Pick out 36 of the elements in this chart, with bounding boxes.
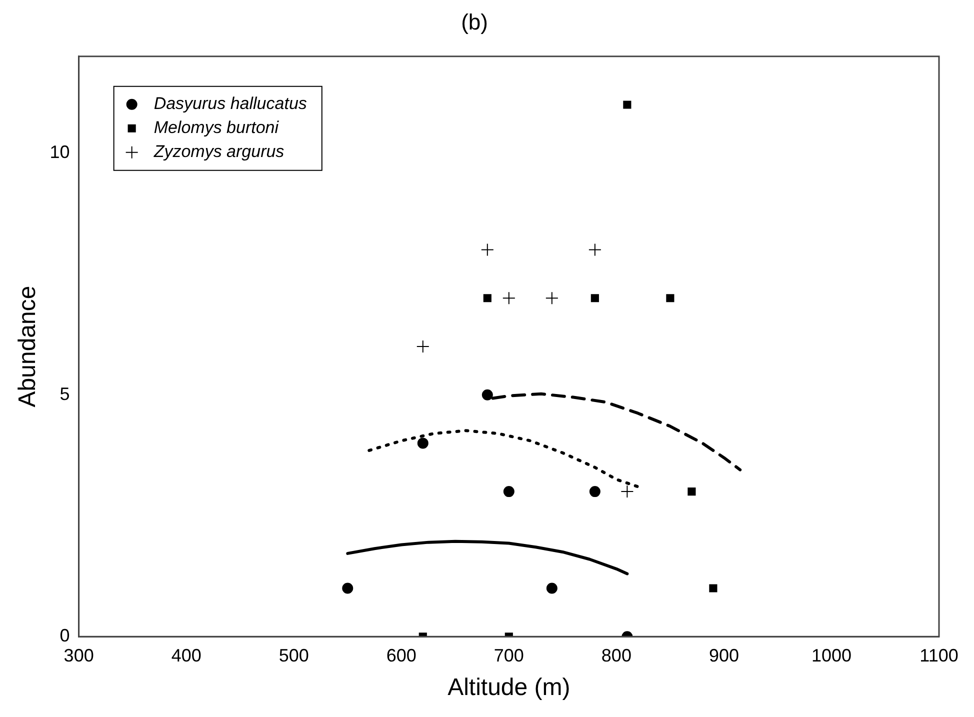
- legend-label: Melomys burtoni: [154, 118, 280, 138]
- y-tick-label: 0: [60, 626, 70, 646]
- point: [503, 486, 514, 498]
- point: [588, 243, 602, 256]
- point: [545, 292, 558, 305]
- x-tick-label: 500: [278, 645, 309, 666]
- x-tick-label: 400: [171, 645, 202, 666]
- point: [482, 389, 493, 400]
- point: [620, 485, 634, 498]
- legend-label: Zyzomys argurus: [152, 142, 285, 162]
- chart-title: (b): [461, 9, 488, 34]
- point: [623, 100, 632, 109]
- x-tick-label: 1000: [811, 645, 852, 666]
- y-axis-title: Abundance: [14, 286, 42, 408]
- point: [666, 294, 674, 302]
- point: [546, 582, 558, 594]
- x-tick-label: 300: [64, 645, 94, 666]
- legend-label: Dasyurus hallucatus: [154, 94, 308, 114]
- x-tick-label: 1100: [920, 645, 958, 666]
- point: [342, 582, 354, 594]
- point: [502, 292, 516, 305]
- point: [417, 438, 428, 449]
- point: [483, 294, 492, 302]
- point: [589, 486, 600, 498]
- x-tick-label: 900: [708, 645, 739, 666]
- point: [688, 488, 696, 496]
- y-tick-label: 10: [50, 142, 70, 162]
- point: [709, 584, 718, 592]
- point: [480, 243, 494, 256]
- x-tick-label: 700: [494, 645, 524, 666]
- x-tick-label: 600: [386, 645, 416, 666]
- x-axis-title: Altitude (m): [448, 674, 570, 702]
- point: [416, 340, 430, 353]
- y-tick-label: 5: [60, 384, 70, 404]
- x-tick-label: 800: [601, 645, 632, 666]
- point: [590, 294, 599, 302]
